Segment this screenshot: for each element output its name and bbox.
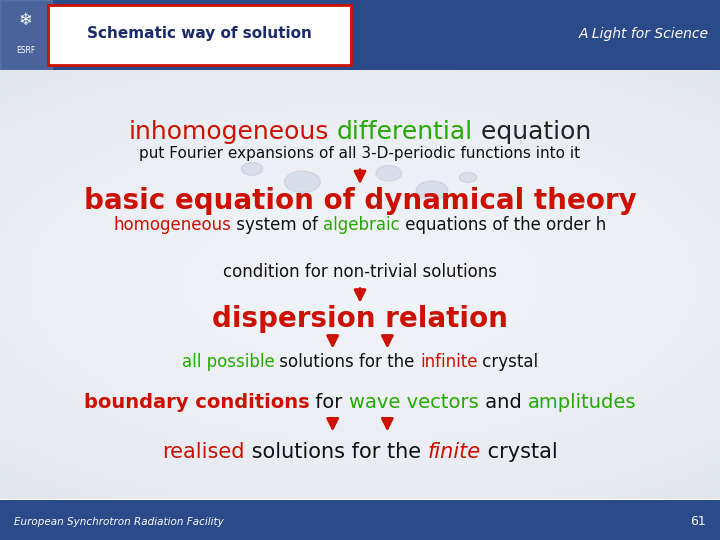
Text: Schematic way of solution: Schematic way of solution [87, 26, 312, 41]
Text: condition for non-trivial solutions: condition for non-trivial solutions [223, 263, 497, 281]
Text: solutions for the: solutions for the [274, 353, 420, 371]
Text: homogeneous: homogeneous [114, 216, 231, 234]
Text: dispersion relation: dispersion relation [212, 305, 508, 333]
Text: for: for [310, 394, 349, 413]
Text: algebraic: algebraic [323, 216, 400, 234]
Text: crystal: crystal [477, 353, 539, 371]
Circle shape [376, 165, 402, 181]
Bar [0, 0, 52, 70]
Text: equation: equation [473, 120, 591, 144]
Circle shape [284, 171, 320, 193]
Text: ❄: ❄ [19, 11, 33, 29]
Text: A Light for Science: A Light for Science [579, 26, 709, 40]
Text: basic equation of dynamical theory: basic equation of dynamical theory [84, 187, 636, 215]
Text: amplitudes: amplitudes [528, 394, 636, 413]
Text: boundary conditions: boundary conditions [84, 394, 310, 413]
Circle shape [416, 181, 448, 200]
Text: all possible: all possible [181, 353, 274, 371]
FancyBboxPatch shape [48, 5, 351, 65]
Text: equations of the order h: equations of the order h [400, 216, 606, 234]
Text: crystal: crystal [481, 442, 557, 462]
Text: infinite: infinite [420, 353, 477, 371]
Text: inhomogeneous: inhomogeneous [129, 120, 329, 144]
Text: differential: differential [337, 120, 473, 144]
Circle shape [459, 172, 477, 183]
Text: put Fourier expansions of all 3-D-periodic functions into it: put Fourier expansions of all 3-D-period… [140, 146, 580, 161]
Text: system of: system of [231, 216, 323, 234]
Text: realised: realised [163, 442, 245, 462]
Text: 61: 61 [690, 515, 706, 528]
Text: ESRF: ESRF [17, 46, 35, 55]
Circle shape [241, 163, 263, 176]
Text: solutions for the: solutions for the [245, 442, 428, 462]
Text: and: and [479, 394, 528, 413]
Text: finite: finite [428, 442, 481, 462]
Text: wave vectors: wave vectors [349, 394, 479, 413]
Text: European Synchrotron Radiation Facility: European Synchrotron Radiation Facility [14, 517, 224, 527]
